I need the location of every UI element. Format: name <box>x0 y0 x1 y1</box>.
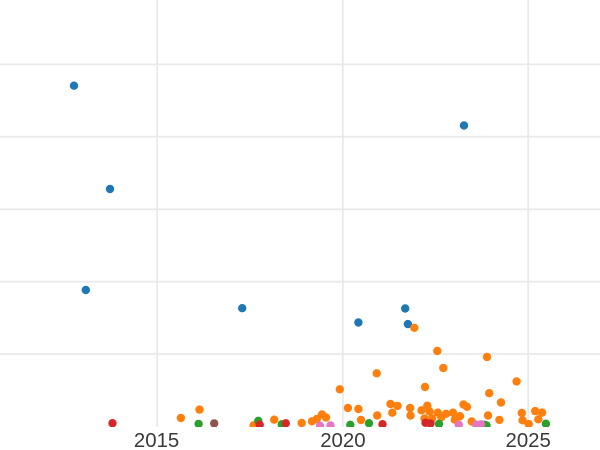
svg-text:2020: 2020 <box>320 430 365 450</box>
svg-text:2015: 2015 <box>134 430 179 450</box>
svg-text:2025: 2025 <box>506 430 551 450</box>
